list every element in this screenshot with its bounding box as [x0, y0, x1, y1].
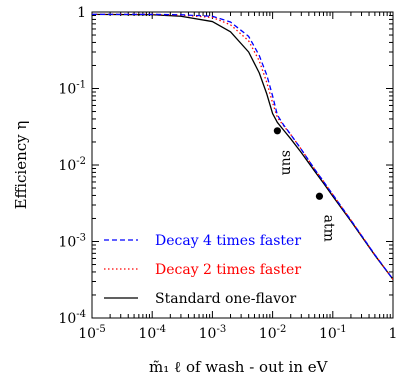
y-tick-label: 10-4 — [58, 309, 86, 327]
legend-label: Standard one-flavor — [155, 291, 296, 307]
x-tick-label: 10-1 — [319, 324, 347, 342]
annotation-dot — [273, 127, 281, 135]
x-tick-label: 10-4 — [138, 324, 166, 342]
y-tick-labels: 1 10-1 10-2 10-3 10-4 — [58, 5, 86, 327]
x-tick-labels: 10-5 10-4 10-3 10-2 10-1 1 — [78, 324, 397, 342]
series-line — [92, 13, 393, 280]
y-tick-label: 10-1 — [58, 80, 86, 98]
annotation-dot — [315, 192, 324, 200]
series-line — [92, 13, 393, 280]
legend: Decay 4 times faster Decay 2 times faster… — [104, 233, 301, 307]
y-tick-label: 10-2 — [58, 156, 86, 174]
legend-label: Decay 4 times faster — [155, 233, 301, 249]
annotation-label: sun — [278, 150, 294, 175]
series-line — [92, 13, 393, 280]
legend-label: Decay 2 times faster — [155, 262, 301, 278]
y-tick-label: 10-3 — [58, 233, 86, 251]
y-tick-label: 1 — [77, 5, 86, 21]
y-axis-title: Efficiency η — [12, 121, 30, 210]
annotation-label: atm — [320, 215, 336, 242]
tick-marks — [91, 11, 394, 319]
x-tick-label: 1 — [389, 326, 398, 342]
x-tick-label: 10-5 — [78, 324, 106, 342]
x-tick-label: 10-2 — [259, 324, 287, 342]
x-tick-label: 10-3 — [199, 324, 227, 342]
annotations: sun atm — [273, 127, 336, 242]
series-lines — [92, 13, 393, 280]
x-axis-title: m̃₁ ℓ of wash - out in eV — [149, 358, 329, 376]
